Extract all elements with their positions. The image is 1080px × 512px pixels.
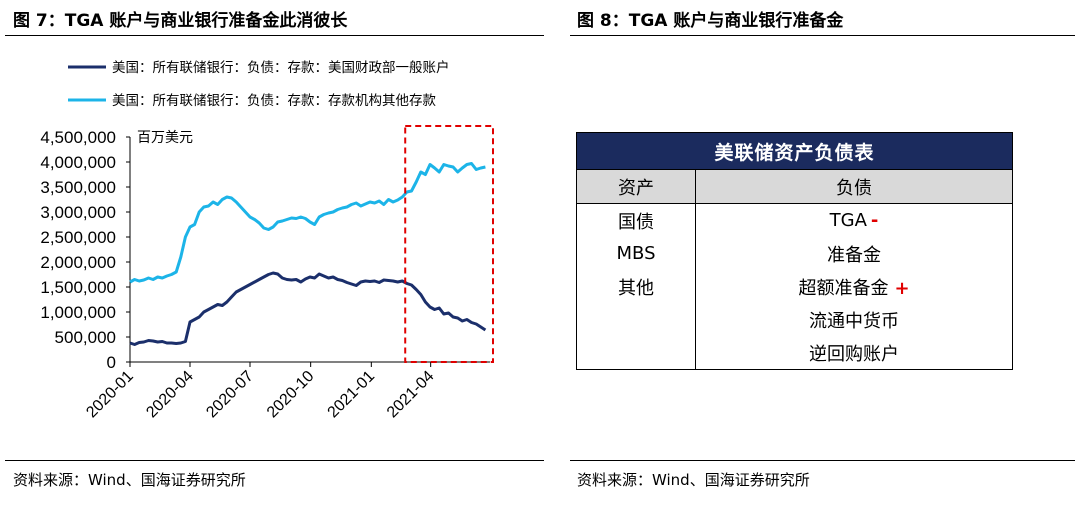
asset-cell bbox=[576, 303, 696, 336]
legend-label-reserves: 美国：所有联储银行：负债：存款：存款机构其他存款 bbox=[112, 93, 436, 109]
legend-label-tga: 美国：所有联储银行：负债：存款：美国财政部一般账户 bbox=[112, 59, 450, 76]
y-tick-label: 4,500,000 bbox=[40, 128, 116, 147]
liability-label: 逆回购账户 bbox=[809, 343, 899, 365]
figure-8-title: 图 8：TGA 账户与商业银行准备金 bbox=[577, 11, 844, 31]
series-line-reserves bbox=[129, 162, 486, 284]
fed-balance-sheet-table: 美联储资产负债表 资产 负债 国债 TGA - MBS 准备金 其他 超额准备金 + 流通中货币… bbox=[576, 132, 1013, 370]
source-rule-right bbox=[570, 460, 1075, 461]
x-tick-label: 2021-01 bbox=[325, 368, 379, 422]
assets-header: 资产 bbox=[576, 169, 696, 204]
chart-highlight bbox=[404, 125, 495, 363]
liability-cell: 超额准备金 + bbox=[695, 270, 1013, 303]
y-tick-label: 0 bbox=[107, 353, 116, 372]
y-tick-label: 4,000,000 bbox=[40, 153, 116, 172]
title-rule-right bbox=[570, 35, 1075, 36]
x-tick-label: 2021-04 bbox=[384, 368, 438, 422]
liability-cell: 准备金 bbox=[695, 237, 1013, 270]
y-tick-label: 2,000,000 bbox=[40, 253, 116, 272]
figure-7-source: 资料来源：Wind、国海证券研究所 bbox=[13, 471, 246, 489]
unit-label: 百万美元 bbox=[137, 130, 193, 146]
liability-label: 准备金 bbox=[827, 244, 881, 266]
title-rule-left bbox=[5, 35, 544, 36]
liability-label: 流通中货币 bbox=[809, 310, 899, 332]
x-tick-label: 2020-01 bbox=[83, 368, 137, 422]
y-tick-label: 3,500,000 bbox=[40, 178, 116, 197]
asset-cell: 其他 bbox=[576, 270, 696, 303]
x-tick-label: 2020-04 bbox=[143, 368, 197, 422]
x-tick-label: 2020-07 bbox=[203, 368, 257, 422]
asset-cell bbox=[576, 336, 696, 370]
series-line-tga bbox=[129, 271, 487, 346]
x-tick-label: 2020-10 bbox=[264, 368, 318, 422]
y-tick-label: 3,000,000 bbox=[40, 203, 116, 222]
chart-lines bbox=[129, 162, 487, 346]
balance-sheet-row: 其他 超额准备金 + bbox=[576, 270, 1013, 303]
liability-cell: 流通中货币 bbox=[695, 303, 1013, 336]
balance-sheet-title: 美联储资产负债表 bbox=[576, 132, 1013, 170]
liabilities-header: 负债 bbox=[695, 169, 1013, 204]
highlight-box bbox=[404, 125, 495, 363]
liability-cell: 逆回购账户 bbox=[695, 336, 1013, 370]
tga-reserves-line-chart: 美国：所有联储银行：负债：存款：美国财政部一般账户 美国：所有联储银行：负债：存… bbox=[40, 59, 495, 422]
source-rule-left bbox=[5, 460, 544, 461]
y-tick-label: 500,000 bbox=[55, 328, 116, 347]
y-tick-label: 1,000,000 bbox=[40, 303, 116, 322]
asset-cell: MBS bbox=[576, 237, 696, 270]
y-tick-label: 2,500,000 bbox=[40, 228, 116, 247]
figure-7-title: 图 7：TGA 账户与商业银行准备金此消彼长 bbox=[13, 11, 348, 31]
y-tick-label: 1,500,000 bbox=[40, 278, 116, 297]
balance-sheet-row: MBS 准备金 bbox=[576, 237, 1013, 270]
liability-label: TGA bbox=[829, 210, 867, 231]
increase-marker: + bbox=[894, 277, 910, 299]
decrease-marker: - bbox=[870, 210, 879, 231]
liability-label: 超额准备金 bbox=[798, 277, 889, 299]
balance-sheet-row: 逆回购账户 bbox=[576, 336, 1013, 370]
liability-cell: TGA - bbox=[695, 203, 1013, 237]
figure-8-source: 资料来源：Wind、国海证券研究所 bbox=[577, 471, 810, 489]
balance-sheet-row: 流通中货币 bbox=[576, 303, 1013, 336]
balance-sheet-row: 国债 TGA - bbox=[576, 203, 1013, 237]
asset-cell: 国债 bbox=[576, 203, 696, 237]
chart-legend: 美国：所有联储银行：负债：存款：美国财政部一般账户 美国：所有联储银行：负债：存… bbox=[68, 59, 450, 109]
